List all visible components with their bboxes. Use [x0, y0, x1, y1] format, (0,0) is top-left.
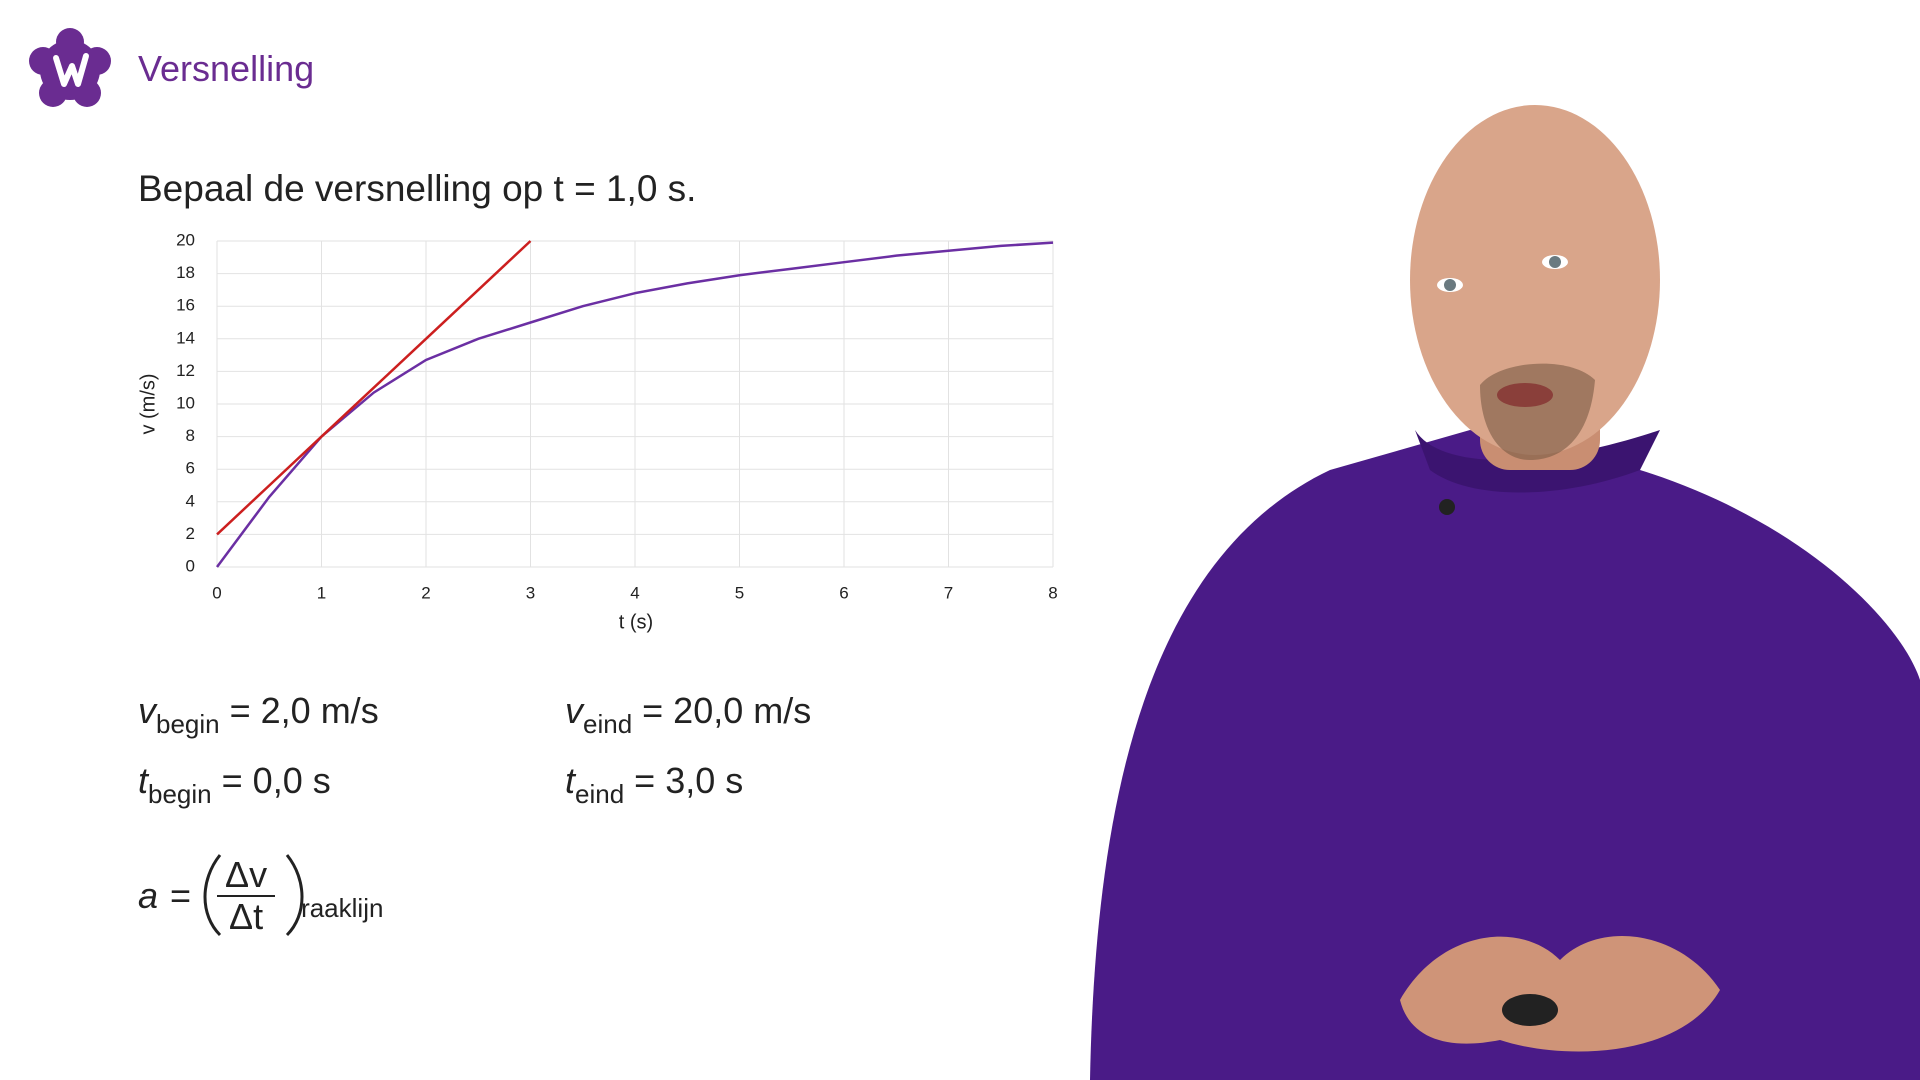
y-tick-label: 18	[176, 263, 195, 282]
fraction: Δv Δt	[217, 854, 276, 937]
equation: vbegin = 2,0 m/s	[138, 690, 379, 740]
formula-lhs: a	[138, 875, 159, 916]
y-tick-label: 6	[186, 459, 195, 478]
series-line	[215, 241, 1054, 568]
equation-subscript: begin	[148, 779, 212, 809]
lesson-title: Versnelling	[138, 48, 315, 89]
equation-symbol: v	[565, 690, 583, 731]
equation-symbol: v	[138, 690, 156, 731]
question: Bepaal de versnelling op t = 1,0 s.	[138, 168, 697, 209]
series-line	[216, 240, 532, 536]
equation-subscript: eind	[575, 779, 625, 809]
numerator: Δv	[225, 854, 268, 895]
x-axis-label: t (s)	[619, 611, 653, 633]
x-tick-label: 3	[526, 583, 535, 602]
y-tick-label: 2	[186, 524, 195, 543]
y-tick-label: 14	[176, 328, 195, 347]
x-tick-label: 6	[839, 583, 848, 602]
y-tick-label: 10	[176, 393, 195, 412]
equation-rest: = 3,0 s	[634, 760, 744, 801]
equation-subscript: eind	[583, 709, 633, 739]
x-tick-label: 8	[1048, 583, 1057, 602]
equation-symbol: t	[565, 760, 576, 801]
x-tick-label: 1	[317, 583, 326, 602]
x-tick-label: 4	[630, 583, 639, 602]
y-tick-label: 0	[186, 556, 195, 575]
equation-rest: = 2,0 m/s	[229, 690, 379, 731]
equation: veind = 20,0 m/s	[565, 690, 811, 740]
x-tick-label: 5	[735, 583, 744, 602]
fraction-bar	[217, 895, 276, 897]
y-tick-label: 8	[186, 426, 195, 445]
formula: a = Δv Δt raaklijn	[138, 855, 383, 937]
equation-rest: = 20,0 m/s	[642, 690, 812, 731]
equation: teind = 3,0 s	[565, 760, 743, 810]
equation: tbegin = 0,0 s	[138, 760, 331, 810]
y-tick-label: 16	[176, 296, 195, 315]
y-tick-label: 20	[176, 230, 195, 249]
y-tick-label: 12	[176, 361, 195, 380]
y-axis-label: v (m/s)	[137, 373, 159, 434]
formula-parentheses	[203, 854, 304, 937]
y-tick-label: 4	[186, 491, 195, 510]
equation-rest: = 0,0 s	[221, 760, 331, 801]
formula-subscript: raaklijn	[301, 892, 384, 923]
equation-subscript: begin	[156, 709, 220, 739]
equation-symbol: t	[138, 760, 149, 801]
x-tick-label: 7	[944, 583, 953, 602]
denominator: Δt	[229, 896, 264, 937]
x-tick-label: 2	[421, 583, 430, 602]
formula-equals: =	[170, 875, 192, 916]
logo	[29, 28, 111, 107]
x-tick-label: 0	[212, 583, 221, 602]
presenter	[1090, 105, 1920, 1080]
